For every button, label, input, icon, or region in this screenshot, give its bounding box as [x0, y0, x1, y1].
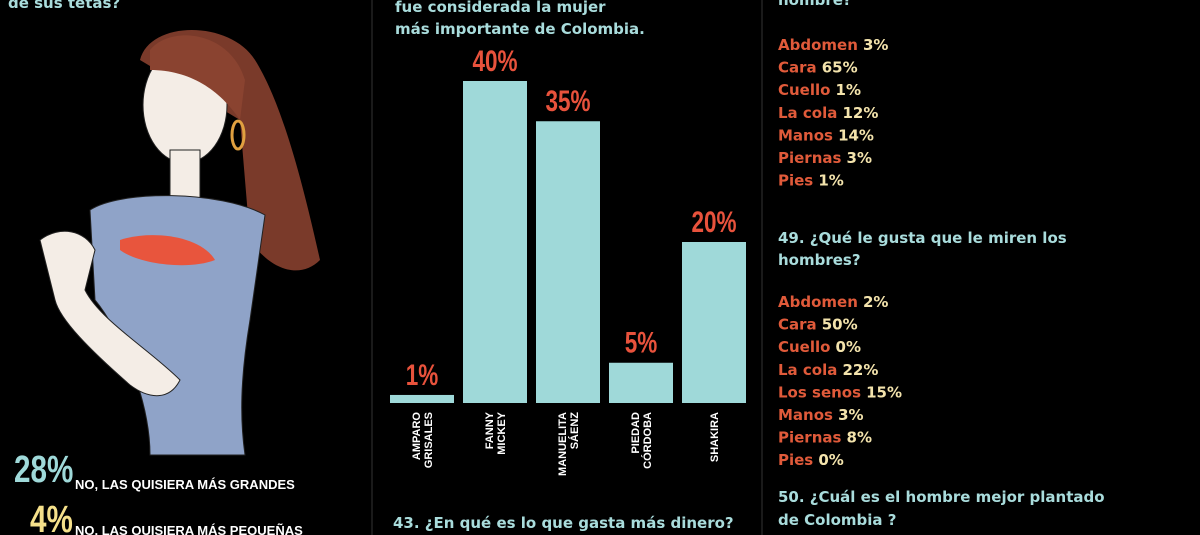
- bar: [463, 81, 527, 403]
- answer-percent: 3%: [863, 36, 888, 54]
- answer-label: Cara: [778, 316, 817, 334]
- category-label: MANUELITA: [557, 412, 569, 476]
- answer-label: Manos: [778, 406, 833, 424]
- answer: Abdomen 3%: [778, 35, 888, 54]
- illustration: [39, 30, 320, 456]
- answer-percent: 2%: [863, 293, 888, 311]
- answer: Piernas 8%: [778, 428, 872, 447]
- bar: [536, 121, 600, 403]
- answer: Pies 1%: [778, 171, 844, 190]
- answer: Abdomen 2%: [778, 292, 888, 311]
- bar: [609, 362, 673, 403]
- question: fue considerada la mujer: [395, 0, 606, 16]
- answer-percent: 22%: [842, 361, 878, 379]
- answer-label: Manos: [778, 126, 833, 144]
- answer-percent: 0%: [836, 338, 861, 356]
- answer: Cara 50%: [778, 315, 858, 334]
- category-label: CÓRDOBA: [641, 412, 654, 469]
- question: 50. ¿Cuál es el hombre mejor plantado: [778, 488, 1105, 506]
- question: de sus tetas?: [8, 0, 120, 12]
- value-label: 35%: [545, 84, 590, 118]
- answer: Piernas 3%: [778, 148, 872, 167]
- value-label: 5%: [625, 326, 658, 360]
- answer-percent: 8%: [847, 429, 872, 447]
- answer-percent: 1%: [836, 81, 861, 99]
- question: más importante de Colombia.: [395, 20, 645, 38]
- answer-label: Abdomen: [778, 293, 858, 311]
- answer-label: NO, LAS QUISIERA MÁS PEQUEÑAS: [75, 523, 303, 535]
- answer-list: Abdomen 2% Cara 50% Cuello 0% La cola 22% Lo…: [778, 292, 902, 469]
- answer-percent: 0%: [818, 451, 843, 469]
- answer-percent: 50%: [822, 316, 858, 334]
- category-label: FANNY: [484, 411, 496, 449]
- category-label: MICKEY: [496, 411, 508, 454]
- answer-percent: 28%: [14, 449, 73, 491]
- category-label: PIEDAD: [630, 412, 642, 454]
- bar-chart: 1% AMPARO GRISALES 40% FANNY MICKEY 35% MANUELI…: [390, 44, 746, 476]
- bar: [682, 242, 746, 403]
- question: 49. ¿Qué le gusta que le miren los: [778, 229, 1067, 247]
- answer-label: Cuello: [778, 81, 830, 99]
- answer-percent: 3%: [838, 406, 863, 424]
- answer: Cara 65%: [778, 58, 858, 77]
- answer-percent: 3%: [847, 149, 872, 167]
- answer-label: Pies: [778, 451, 813, 469]
- answer: Cuello 1%: [778, 80, 861, 99]
- answer-label: Cuello: [778, 338, 830, 356]
- question: de Colombia ?: [778, 511, 896, 529]
- answer: Manos 3%: [778, 405, 864, 424]
- category-label: SHAKIRA: [709, 412, 721, 462]
- answer: La cola 12%: [778, 103, 878, 122]
- category-label: GRISALES: [423, 412, 435, 468]
- answer-label: Los senos: [778, 383, 861, 401]
- answer: Pies 0%: [778, 450, 844, 469]
- answer-percent: 4%: [30, 499, 73, 535]
- answer: Manos 14%: [778, 125, 874, 144]
- value-label: 40%: [472, 44, 517, 78]
- question: 43. ¿En qué es lo que gasta más dinero?: [393, 514, 734, 532]
- question: hombres?: [778, 251, 861, 269]
- answer-label: Piernas: [778, 149, 842, 167]
- answer-label: La cola: [778, 361, 837, 379]
- value-label: 1%: [406, 358, 439, 392]
- answer-label: La cola: [778, 104, 837, 122]
- answer-label: Pies: [778, 172, 813, 190]
- question: hombre?: [778, 0, 852, 9]
- answer-label: Abdomen: [778, 36, 858, 54]
- answer: La cola 22%: [778, 360, 878, 379]
- answer-percent: 1%: [818, 172, 843, 190]
- answer-percent: 65%: [822, 59, 858, 77]
- answer: Cuello 0%: [778, 337, 861, 356]
- category-label: AMPARO: [411, 412, 423, 461]
- answer-percent: 12%: [842, 104, 878, 122]
- answer-label: NO, LAS QUISIERA MÁS GRANDES: [75, 477, 295, 492]
- answer-list: Abdomen 3% Cara 65% Cuello 1% La cola 12% Ma…: [778, 35, 888, 190]
- bar: [390, 394, 454, 403]
- answer-label: Piernas: [778, 429, 842, 447]
- answer-percent: 14%: [838, 126, 874, 144]
- category-label: SÁENZ: [568, 412, 581, 450]
- answer-label: Cara: [778, 59, 817, 77]
- value-label: 20%: [691, 205, 736, 239]
- answer: Los senos 15%: [778, 382, 902, 401]
- answer-percent: 15%: [866, 383, 902, 401]
